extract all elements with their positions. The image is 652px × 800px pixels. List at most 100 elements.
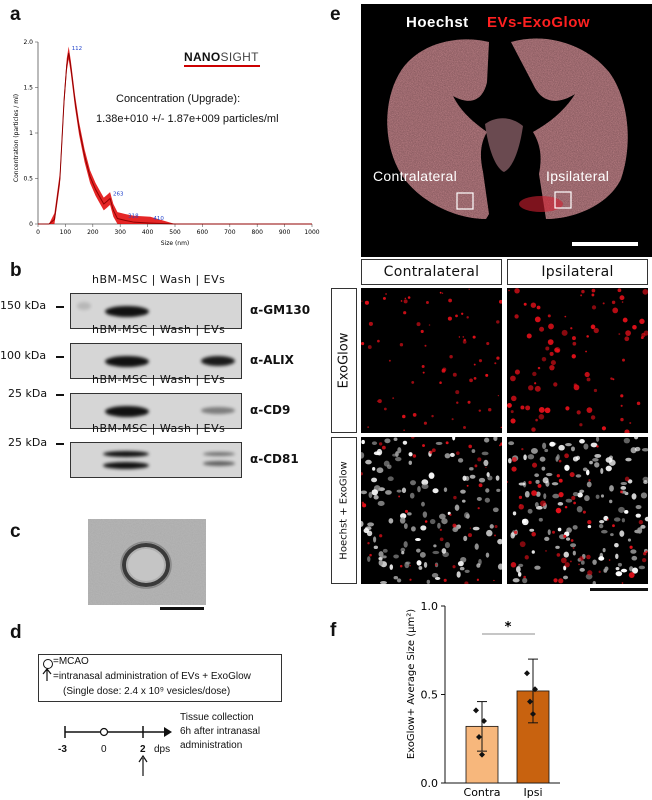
blot-strip bbox=[70, 293, 242, 329]
nucleus bbox=[396, 578, 402, 583]
exoglow-signal bbox=[421, 364, 425, 368]
nucleus bbox=[407, 512, 412, 516]
exoglow-signal bbox=[424, 520, 428, 523]
exoglow-signal bbox=[455, 314, 458, 318]
nucleus bbox=[388, 518, 394, 524]
exoglow-signal bbox=[431, 414, 434, 418]
exoglow-signal bbox=[399, 343, 404, 347]
nucleus bbox=[583, 443, 589, 450]
nucleus bbox=[474, 543, 479, 550]
exoglow-signal bbox=[518, 504, 524, 510]
nucleus bbox=[444, 453, 451, 459]
nucleus bbox=[493, 437, 497, 441]
y-axis-label: Concentration (particles / ml) bbox=[13, 94, 20, 182]
tissue-collection-note: Tissue collection 6h after intranasal ad… bbox=[180, 711, 260, 753]
antibody-label: α-CD9 bbox=[250, 403, 291, 417]
mean-line bbox=[38, 52, 312, 225]
exoglow-signal bbox=[416, 322, 421, 327]
x-tick-label: Ipsi bbox=[523, 786, 542, 799]
scale-bar-e-top bbox=[572, 242, 638, 246]
nucleus bbox=[387, 476, 394, 482]
scale-bar-e-bottom bbox=[590, 588, 648, 591]
y-tick-label: 0.5 bbox=[421, 689, 439, 702]
nucleus bbox=[496, 488, 501, 493]
nucleus bbox=[624, 510, 629, 514]
nucleus bbox=[363, 528, 370, 534]
nucleus bbox=[516, 566, 521, 573]
lane-separator: | bbox=[147, 273, 160, 286]
exoglow-signal bbox=[445, 441, 449, 445]
nucleus bbox=[410, 480, 417, 486]
exoglow-signal bbox=[525, 405, 531, 411]
nucleus bbox=[372, 467, 376, 471]
nucleus bbox=[408, 460, 413, 466]
nucleus bbox=[376, 467, 384, 474]
nucleus bbox=[589, 460, 593, 465]
exoglow-signal bbox=[531, 427, 536, 432]
exoglow-signal bbox=[452, 372, 457, 377]
nucleus bbox=[431, 573, 439, 578]
nucleus bbox=[544, 536, 550, 542]
nucleus bbox=[512, 511, 517, 516]
micrograph-exoglow-contra bbox=[361, 288, 502, 433]
nucleus bbox=[557, 502, 564, 506]
exoglow-signal bbox=[494, 534, 496, 537]
nucleus bbox=[433, 544, 437, 548]
x-tick-label: 100 bbox=[60, 229, 72, 236]
nucleus bbox=[457, 561, 464, 567]
nucleus bbox=[486, 472, 490, 478]
nucleus bbox=[603, 568, 608, 573]
nucleus bbox=[404, 561, 410, 569]
exoglow-signal bbox=[624, 476, 630, 482]
logo-light: SIGHT bbox=[220, 50, 259, 64]
exoglow-signal bbox=[412, 413, 417, 417]
nucleus bbox=[403, 523, 408, 529]
nucleus bbox=[373, 495, 379, 500]
nucleus bbox=[416, 560, 422, 566]
exoglow-signal bbox=[463, 426, 466, 429]
exoglow-signal bbox=[467, 400, 471, 404]
exoglow-signal bbox=[638, 519, 644, 525]
micrograph-exoglow-ipsi bbox=[507, 288, 648, 433]
nucleus bbox=[378, 559, 383, 566]
exoglow-signal bbox=[477, 507, 480, 510]
nucleus bbox=[586, 481, 592, 488]
exoglow-signal bbox=[477, 457, 482, 462]
nucleus bbox=[582, 467, 588, 472]
nucleus bbox=[434, 576, 441, 580]
exoglow-signal bbox=[586, 554, 591, 560]
exoglow-signal bbox=[612, 307, 619, 314]
exoglow-signal bbox=[439, 537, 444, 542]
data-point bbox=[524, 670, 530, 677]
exoglow-signal bbox=[510, 395, 517, 402]
nucleus bbox=[529, 528, 535, 532]
exoglow-signal bbox=[554, 347, 561, 353]
exoglow-signal bbox=[531, 532, 536, 537]
exoglow-signal bbox=[379, 534, 383, 538]
nucleus bbox=[631, 493, 637, 500]
exoglow-signal bbox=[364, 300, 369, 305]
exoglow-signal bbox=[468, 444, 472, 449]
panel-letter-a: a bbox=[10, 4, 21, 25]
lane-label-wash: Wash bbox=[159, 422, 192, 435]
nucleus bbox=[580, 560, 585, 565]
nucleus bbox=[449, 452, 455, 457]
nucleus bbox=[634, 446, 641, 452]
exoglow-signal bbox=[507, 402, 512, 408]
exoglow-signal bbox=[403, 299, 408, 304]
tem-micrograph bbox=[88, 519, 206, 605]
exoglow-signal bbox=[447, 316, 452, 321]
exoglow-signal bbox=[478, 359, 483, 363]
exoglow-signal bbox=[514, 369, 520, 375]
exoglow-signal bbox=[571, 495, 576, 501]
exoglow-signal bbox=[476, 578, 480, 581]
exoglow-signal bbox=[409, 565, 411, 567]
collection-line1: Tissue collection bbox=[180, 712, 254, 723]
nucleus bbox=[464, 512, 470, 519]
exoglow-signal bbox=[452, 565, 456, 569]
nucleus bbox=[598, 524, 604, 529]
data-point bbox=[530, 710, 536, 717]
label-contralateral-overview: Contralateral bbox=[373, 168, 458, 184]
exoglow-signal bbox=[521, 447, 524, 451]
exoglow-signal bbox=[496, 356, 500, 360]
